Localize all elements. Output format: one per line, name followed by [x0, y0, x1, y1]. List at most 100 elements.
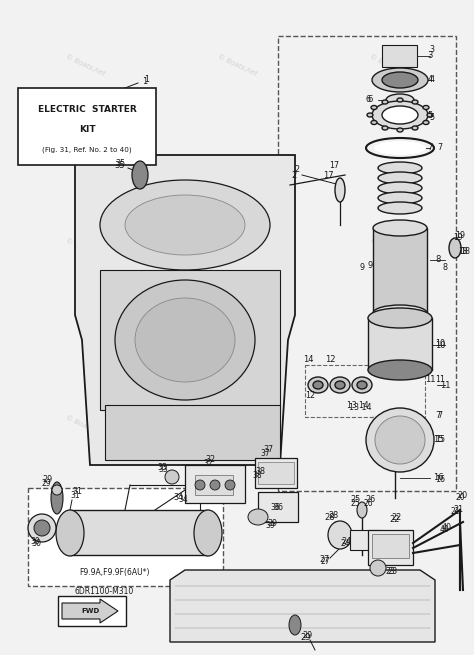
- Text: 37: 37: [260, 449, 270, 457]
- Ellipse shape: [378, 192, 422, 204]
- Bar: [258, 492, 298, 522]
- Text: 28: 28: [328, 510, 338, 519]
- Text: 33: 33: [158, 466, 168, 474]
- Text: 31: 31: [72, 487, 82, 496]
- Text: 6: 6: [367, 96, 373, 105]
- Text: 38: 38: [252, 470, 262, 479]
- Text: F9.9A,F9.9F(6AU*): F9.9A,F9.9F(6AU*): [80, 569, 150, 578]
- Text: 2: 2: [292, 170, 297, 179]
- Text: 38: 38: [255, 468, 265, 476]
- Text: 7: 7: [435, 411, 441, 419]
- Ellipse shape: [370, 560, 386, 576]
- Text: 40: 40: [440, 525, 450, 534]
- Ellipse shape: [371, 121, 377, 124]
- Ellipse shape: [330, 377, 350, 393]
- Bar: [70, 510, 208, 555]
- Text: 31: 31: [70, 491, 80, 500]
- Text: 12: 12: [305, 390, 315, 400]
- Text: 7: 7: [438, 143, 443, 153]
- Ellipse shape: [378, 182, 422, 194]
- Text: 14: 14: [303, 356, 313, 364]
- Text: 11: 11: [425, 375, 435, 384]
- Text: 30: 30: [30, 538, 40, 546]
- Text: 18: 18: [458, 248, 468, 257]
- Text: 22: 22: [390, 515, 400, 525]
- Text: 29: 29: [301, 633, 311, 641]
- Ellipse shape: [378, 162, 422, 174]
- Text: 15: 15: [433, 436, 443, 445]
- Bar: [18, 88, 156, 165]
- Ellipse shape: [210, 480, 220, 490]
- Text: 12: 12: [325, 356, 335, 364]
- Text: 36: 36: [273, 502, 283, 512]
- Text: 6: 6: [365, 96, 371, 105]
- Ellipse shape: [449, 238, 461, 258]
- Ellipse shape: [357, 381, 367, 389]
- Ellipse shape: [165, 470, 179, 484]
- Text: 16: 16: [433, 474, 443, 483]
- Text: 20: 20: [457, 491, 467, 500]
- Bar: [255, 458, 297, 488]
- Ellipse shape: [368, 308, 432, 328]
- Bar: [100, 270, 280, 410]
- Text: 3: 3: [428, 50, 433, 60]
- Text: 9: 9: [359, 263, 365, 272]
- Text: 39: 39: [267, 519, 277, 529]
- Text: 19: 19: [455, 231, 465, 240]
- Ellipse shape: [367, 113, 373, 117]
- Text: 35: 35: [115, 159, 125, 168]
- Ellipse shape: [328, 521, 352, 549]
- Text: 7: 7: [428, 143, 433, 153]
- Ellipse shape: [423, 105, 429, 109]
- Text: 5: 5: [428, 111, 433, 119]
- Ellipse shape: [115, 280, 255, 400]
- Text: 22: 22: [392, 514, 402, 523]
- Ellipse shape: [313, 381, 323, 389]
- Text: 6DR1100-M310: 6DR1100-M310: [75, 588, 134, 597]
- Ellipse shape: [371, 105, 377, 109]
- Ellipse shape: [372, 68, 428, 92]
- Ellipse shape: [382, 72, 418, 88]
- Text: 36: 36: [270, 502, 280, 512]
- Text: 32: 32: [203, 458, 213, 468]
- Text: 15: 15: [435, 436, 445, 445]
- Text: 29: 29: [303, 631, 313, 639]
- Ellipse shape: [100, 180, 270, 270]
- Ellipse shape: [56, 510, 84, 556]
- Text: 13 14: 13 14: [349, 403, 371, 413]
- Bar: [28, 488, 223, 586]
- Ellipse shape: [423, 121, 429, 124]
- Ellipse shape: [357, 502, 367, 518]
- Text: 19: 19: [453, 233, 463, 242]
- Bar: [350, 530, 380, 550]
- Ellipse shape: [378, 172, 422, 184]
- Text: 28: 28: [325, 514, 335, 523]
- Text: 17: 17: [329, 160, 339, 170]
- Text: 13 14: 13 14: [347, 400, 369, 409]
- Text: © Boats.net: © Boats.net: [368, 54, 409, 77]
- Text: 3: 3: [429, 45, 435, 54]
- Text: 34: 34: [173, 493, 183, 502]
- Ellipse shape: [412, 126, 418, 130]
- Ellipse shape: [248, 509, 268, 525]
- Text: 37: 37: [263, 445, 273, 455]
- Ellipse shape: [397, 98, 403, 102]
- Text: 24: 24: [340, 538, 350, 548]
- Ellipse shape: [374, 141, 426, 155]
- Bar: [368, 318, 432, 370]
- Ellipse shape: [135, 298, 235, 382]
- Text: © Boats.net: © Boats.net: [65, 237, 106, 261]
- Text: 29: 29: [41, 479, 51, 487]
- Ellipse shape: [373, 305, 427, 321]
- Text: 4: 4: [429, 75, 435, 84]
- Bar: [373, 228, 427, 313]
- Text: 16: 16: [435, 476, 445, 485]
- Ellipse shape: [335, 381, 345, 389]
- Text: 29: 29: [43, 476, 53, 485]
- Ellipse shape: [382, 126, 388, 130]
- Text: 35: 35: [115, 160, 125, 170]
- Text: 34: 34: [178, 495, 188, 504]
- Text: 2: 2: [294, 166, 300, 174]
- Text: © Boats.net: © Boats.net: [217, 414, 257, 438]
- Text: 21: 21: [453, 506, 463, 514]
